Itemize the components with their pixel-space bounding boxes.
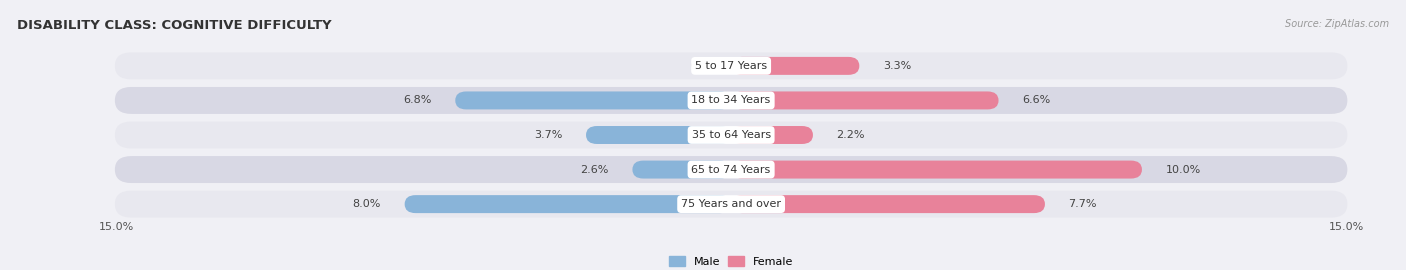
FancyBboxPatch shape bbox=[586, 126, 731, 144]
FancyBboxPatch shape bbox=[115, 156, 1347, 183]
FancyBboxPatch shape bbox=[115, 122, 1347, 148]
Text: 3.3%: 3.3% bbox=[883, 61, 911, 71]
Text: 3.7%: 3.7% bbox=[534, 130, 562, 140]
Text: 2.2%: 2.2% bbox=[837, 130, 865, 140]
FancyBboxPatch shape bbox=[731, 195, 1045, 213]
Text: 8.0%: 8.0% bbox=[353, 199, 381, 209]
FancyBboxPatch shape bbox=[633, 161, 731, 178]
Text: 5 to 17 Years: 5 to 17 Years bbox=[695, 61, 768, 71]
Text: 35 to 64 Years: 35 to 64 Years bbox=[692, 130, 770, 140]
Text: Source: ZipAtlas.com: Source: ZipAtlas.com bbox=[1285, 19, 1389, 29]
Text: 75 Years and over: 75 Years and over bbox=[681, 199, 782, 209]
Text: 10.0%: 10.0% bbox=[1166, 164, 1201, 175]
Text: 7.7%: 7.7% bbox=[1069, 199, 1097, 209]
FancyBboxPatch shape bbox=[115, 52, 1347, 79]
Text: 18 to 34 Years: 18 to 34 Years bbox=[692, 95, 770, 106]
FancyBboxPatch shape bbox=[731, 126, 813, 144]
FancyBboxPatch shape bbox=[731, 57, 859, 75]
FancyBboxPatch shape bbox=[731, 92, 998, 109]
Text: 6.8%: 6.8% bbox=[404, 95, 432, 106]
FancyBboxPatch shape bbox=[115, 191, 1347, 218]
Text: 6.6%: 6.6% bbox=[1022, 95, 1050, 106]
Text: 15.0%: 15.0% bbox=[98, 222, 134, 232]
Text: DISABILITY CLASS: COGNITIVE DIFFICULTY: DISABILITY CLASS: COGNITIVE DIFFICULTY bbox=[17, 19, 332, 32]
Text: 65 to 74 Years: 65 to 74 Years bbox=[692, 164, 770, 175]
FancyBboxPatch shape bbox=[731, 161, 1142, 178]
Text: 15.0%: 15.0% bbox=[1329, 222, 1364, 232]
Text: 2.6%: 2.6% bbox=[581, 164, 609, 175]
FancyBboxPatch shape bbox=[456, 92, 731, 109]
FancyBboxPatch shape bbox=[405, 195, 731, 213]
Legend: Male, Female: Male, Female bbox=[665, 251, 797, 270]
FancyBboxPatch shape bbox=[115, 87, 1347, 114]
Text: 0.0%: 0.0% bbox=[690, 61, 718, 71]
